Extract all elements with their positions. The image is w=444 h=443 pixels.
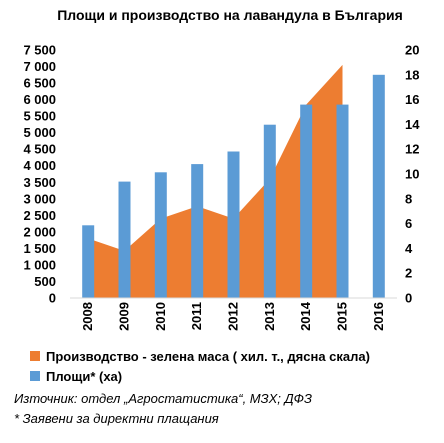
x-axis-tick: 2008: [80, 302, 95, 331]
production-area: [88, 64, 343, 299]
chart-notes: Източник: отдел „Агростатистика“, МЗХ; Д…: [14, 389, 312, 429]
legend-item-production: Производство - зелена маса ( хил. т., дя…: [30, 346, 370, 366]
right-axis-tick: 4: [405, 241, 413, 256]
bar-2009: [118, 181, 131, 298]
legend-swatch-area: [30, 371, 40, 381]
left-axis-tick: 4 500: [23, 142, 56, 157]
bar-2015: [336, 104, 349, 298]
left-axis-tick: 3 000: [23, 191, 56, 206]
left-axis-tick: 7 500: [23, 43, 56, 58]
bar-layer: [82, 74, 385, 298]
x-axis-tick: 2016: [371, 302, 386, 331]
bar-2010: [154, 172, 167, 298]
left-axis-tick: 5 500: [23, 109, 56, 124]
footnote: * Заявени за директни плащания: [14, 411, 219, 426]
x-axis-tick: 2009: [117, 302, 132, 331]
left-axis-tick: 6 000: [23, 92, 56, 107]
right-axis-tick: 14: [405, 117, 420, 132]
right-axis-tick: 10: [405, 167, 419, 182]
source-note: Източник: отдел „Агростатистика“, МЗХ; Д…: [14, 391, 312, 406]
left-axis-tick: 4 000: [23, 158, 56, 173]
right-axis-tick: 8: [405, 191, 412, 206]
bar-2012: [227, 151, 240, 298]
left-axis-tick: 1 500: [23, 241, 56, 256]
left-axis-tick: 3 500: [23, 175, 56, 190]
left-axis-tick: 5 000: [23, 125, 56, 140]
left-axis-tick: 1 000: [23, 257, 56, 272]
legend: Производство - зелена маса ( хил. т., дя…: [30, 346, 370, 386]
x-axis-tick: 2015: [335, 302, 350, 331]
legend-label-production: Производство - зелена маса ( хил. т., дя…: [46, 348, 370, 364]
right-axis-tick: 2: [405, 266, 412, 281]
chart-title: Площи и производство на лавандула в Бълг…: [57, 7, 403, 23]
left-axis-tick: 2 000: [23, 224, 56, 239]
bar-2008: [82, 225, 95, 298]
x-axis-tick: 2013: [262, 302, 277, 331]
right-axis-tick: 12: [405, 142, 419, 157]
left-axis-tick: 2 500: [23, 208, 56, 223]
area-layer: [88, 64, 343, 299]
bar-2014: [300, 104, 313, 298]
right-axis-tick: 6: [405, 216, 412, 231]
right-axis-tick: 0: [405, 291, 412, 306]
right-axis-tick: 16: [405, 92, 419, 107]
x-axis-tick: 2014: [298, 301, 313, 331]
legend-label-area: Площи* (ха): [46, 368, 123, 384]
right-axis-tick: 18: [405, 67, 419, 82]
left-axis-tick: 7 000: [23, 59, 56, 74]
left-axis-tick: 500: [34, 274, 56, 289]
bar-2013: [263, 124, 276, 298]
x-axis-tick: 2012: [226, 302, 241, 331]
legend-item-area: Площи* (ха): [30, 366, 370, 386]
right-axis-tick: 20: [405, 43, 419, 58]
x-axis-tick: 2011: [189, 302, 204, 330]
legend-swatch-production: [30, 351, 40, 361]
left-axis-tick: 0: [49, 291, 56, 306]
bar-2016: [372, 74, 385, 298]
x-axis-tick: 2010: [153, 302, 168, 331]
bar-2011: [191, 164, 204, 298]
left-axis-tick: 6 500: [23, 76, 56, 91]
